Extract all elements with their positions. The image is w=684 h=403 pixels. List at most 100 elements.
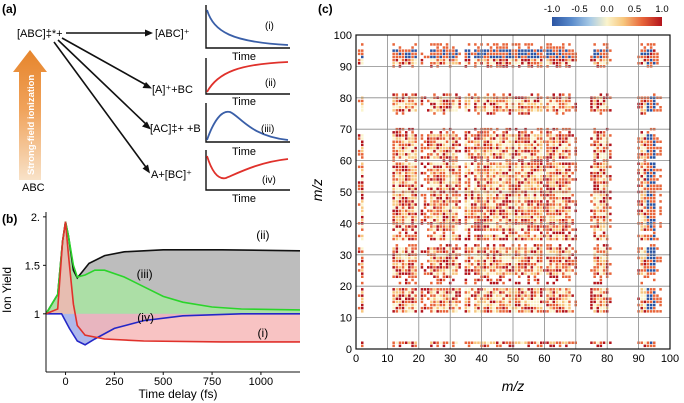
heatmap-cell xyxy=(565,143,568,147)
heatmap-cell xyxy=(599,200,603,203)
heatmap-cell xyxy=(653,153,656,156)
heatmap-cell xyxy=(423,146,427,150)
heatmap-cell xyxy=(508,300,512,304)
heatmap-cell xyxy=(514,234,518,238)
heatmap-cell xyxy=(568,219,571,222)
heatmap-cell xyxy=(514,149,518,153)
heatmap-cell xyxy=(540,203,543,206)
heatmap-cell xyxy=(464,52,468,56)
heatmap-cell xyxy=(408,99,411,103)
heatmap-cell xyxy=(439,184,442,187)
heatmap-cell xyxy=(392,341,395,344)
heatmap-cell xyxy=(433,106,436,109)
heatmap-cell xyxy=(565,259,568,263)
heatmap-cell xyxy=(508,231,512,235)
heatmap-cell xyxy=(656,259,659,263)
heatmap-cell xyxy=(646,137,650,140)
heatmap-cell xyxy=(361,178,364,181)
heatmap-cell xyxy=(549,102,552,106)
heatmap-cell xyxy=(562,99,565,103)
heatmap-cell xyxy=(492,197,496,200)
heatmap-cell xyxy=(546,131,549,134)
heatmap-cell xyxy=(593,306,596,310)
heatmap-cell xyxy=(502,259,505,263)
heatmap-cell xyxy=(536,99,540,103)
heatmap-cell xyxy=(433,206,436,209)
heatmap-cell xyxy=(524,209,527,213)
heatmap-cell xyxy=(401,234,405,238)
heatmap-cell xyxy=(643,288,647,291)
heatmap-cell xyxy=(555,162,559,165)
heatmap-cell xyxy=(452,215,455,219)
heatmap-cell xyxy=(646,99,650,103)
heatmap-cell xyxy=(408,162,411,165)
heatmap-cell xyxy=(568,197,571,200)
heatmap-cell xyxy=(555,134,559,137)
heatmap-cell xyxy=(540,231,543,235)
heatmap-cell xyxy=(492,156,496,159)
heatmap-cell xyxy=(653,247,656,250)
heatmap-cell xyxy=(395,171,399,175)
heatmap-cell xyxy=(361,143,364,147)
heatmap-cell xyxy=(474,228,477,231)
heatmap-cell xyxy=(455,269,458,272)
heatmap-cell xyxy=(549,303,552,307)
heatmap-cell xyxy=(518,219,521,222)
heatmap-cell xyxy=(483,219,486,222)
heatmap-cell xyxy=(392,212,395,216)
heatmap-cell xyxy=(646,146,650,150)
heatmap-cell xyxy=(477,237,480,241)
heatmap-cell xyxy=(452,140,455,143)
heatmap-cell xyxy=(646,219,650,222)
heatmap-cell xyxy=(467,102,471,106)
heatmap-cell xyxy=(492,93,496,96)
heatmap-cell xyxy=(527,49,530,52)
heatmap-cell xyxy=(357,269,361,272)
heatmap-cell xyxy=(565,184,568,187)
heatmap-cell xyxy=(593,62,596,65)
heatmap-cell xyxy=(470,197,474,200)
heatmap-cell xyxy=(499,58,502,62)
heatmap-cell xyxy=(546,303,549,307)
heatmap-cell xyxy=(445,269,449,272)
heatmap-cell xyxy=(527,278,530,282)
heatmap-cell xyxy=(518,102,521,106)
heatmap-cell xyxy=(496,62,499,65)
heatmap-cell xyxy=(439,225,442,228)
heatmap-cell xyxy=(414,187,417,191)
heatmap-cell xyxy=(505,184,508,187)
heatmap-cell xyxy=(445,266,449,269)
heatmap-cell xyxy=(659,200,662,203)
heatmap-cell xyxy=(474,306,477,310)
heatmap-cell xyxy=(558,143,562,147)
heatmap-cell xyxy=(477,193,480,197)
heatmap-cell xyxy=(458,165,461,169)
heatmap-cell xyxy=(436,281,439,285)
heatmap-cell xyxy=(593,165,596,169)
heatmap-cell xyxy=(555,175,559,178)
heatmap-cell xyxy=(439,43,442,46)
heatmap-cell xyxy=(555,219,559,222)
heatmap-cell xyxy=(546,137,549,140)
heatmap-cell xyxy=(439,259,442,263)
heatmap-cell xyxy=(549,228,552,231)
heatmap-cell xyxy=(568,209,571,213)
heatmap-cell xyxy=(455,300,458,304)
heatmap-cell xyxy=(414,184,417,187)
heatmap-cell xyxy=(524,52,527,56)
heatmap-cell xyxy=(427,250,430,253)
heatmap-cell xyxy=(439,272,442,275)
heatmap-cell xyxy=(562,288,565,291)
heatmap-cell xyxy=(486,193,490,197)
heatmap-cell xyxy=(433,58,436,62)
heatmap-cell xyxy=(521,237,524,241)
heatmap-cell xyxy=(518,297,521,300)
heatmap-cell xyxy=(423,156,427,159)
heatmap-cell xyxy=(521,263,524,266)
heatmap-cell xyxy=(436,143,439,147)
heatmap-cell xyxy=(558,263,562,266)
heatmap-cell xyxy=(464,171,468,175)
heatmap-cell xyxy=(552,156,555,159)
heatmap-cell xyxy=(439,250,442,253)
heatmap-cell xyxy=(433,259,436,263)
